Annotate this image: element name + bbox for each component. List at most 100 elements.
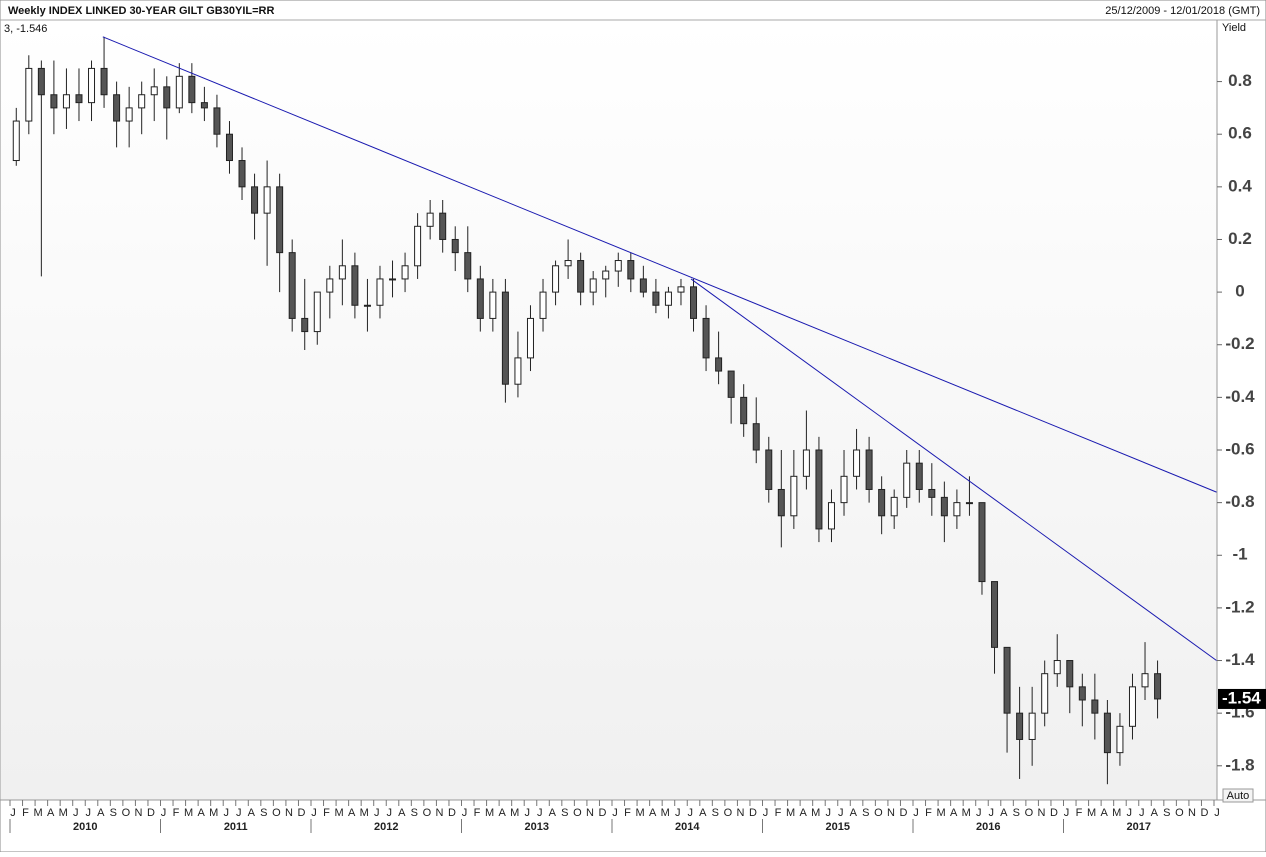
x-tick-label: M: [811, 807, 820, 819]
last-value-box: [1218, 688, 1266, 709]
candle-body: [451, 238, 459, 254]
candle-body: [853, 449, 861, 477]
x-tick-label: N: [134, 807, 142, 819]
candle-body: [389, 278, 397, 281]
y-tick-label: -1.4: [1225, 650, 1255, 669]
x-tick-label: F: [474, 807, 481, 819]
year-label: 2015: [826, 821, 850, 833]
x-tick-label: S: [862, 807, 869, 819]
candle-body: [37, 67, 45, 96]
candle-body: [815, 449, 823, 530]
candle-body: [991, 581, 999, 648]
x-tick-label: M: [786, 807, 795, 819]
candle-body: [928, 488, 936, 498]
candle-body: [1116, 725, 1124, 754]
auto-button-label[interactable]: Auto: [1227, 790, 1250, 802]
candle-body: [514, 357, 522, 385]
x-tick-label: A: [1151, 807, 1159, 819]
x-tick-label: O: [122, 807, 131, 819]
x-tick-label: A: [197, 807, 205, 819]
x-tick-label: F: [775, 807, 782, 819]
x-tick-label: J: [311, 807, 317, 819]
y-tick-label: -1: [1232, 545, 1247, 564]
candle-body: [125, 107, 133, 122]
x-tick-label: S: [110, 807, 117, 819]
x-tick-label: M: [485, 807, 494, 819]
candle-body: [777, 488, 785, 517]
auto-button[interactable]: [1222, 788, 1254, 803]
x-tick-label: N: [435, 807, 443, 819]
x-tick-label: M: [635, 807, 644, 819]
x-tick-label: D: [899, 807, 907, 819]
x-tick-label: A: [498, 807, 506, 819]
x-tick-label: J: [387, 807, 393, 819]
candle-body: [175, 75, 183, 109]
x-tick-label: F: [323, 807, 330, 819]
candle-body: [113, 94, 121, 122]
candle-body: [627, 260, 635, 280]
candle-body: [526, 317, 534, 359]
candle-body: [12, 120, 20, 162]
candle-body: [251, 186, 259, 214]
candle-body: [313, 291, 321, 333]
y-tick-label: -0.2: [1225, 334, 1254, 353]
candle-body: [25, 67, 33, 122]
x-tick-label: N: [285, 807, 293, 819]
y-tick-label: 0.6: [1228, 124, 1252, 143]
x-tick-label: A: [549, 807, 557, 819]
candle-body: [338, 265, 346, 280]
candle-body: [690, 286, 698, 319]
year-label: 2013: [525, 821, 549, 833]
candle-body: [740, 396, 748, 425]
x-tick-label: A: [1100, 807, 1108, 819]
x-tick-label: M: [962, 807, 971, 819]
x-tick-label: A: [950, 807, 958, 819]
candle-body: [489, 291, 497, 319]
candle-body: [840, 475, 848, 504]
candle-body: [238, 160, 246, 188]
x-tick-label: S: [411, 807, 418, 819]
candle-body: [827, 502, 835, 530]
y-tick-label: -0.4: [1225, 387, 1255, 406]
candle-body: [150, 86, 158, 96]
x-tick-label: O: [874, 807, 883, 819]
y-axis-label: Yield: [1222, 22, 1246, 34]
x-tick-label: M: [184, 807, 193, 819]
date-range: 25/12/2009 - 12/01/2018 (GMT): [1105, 5, 1260, 17]
candle-body: [652, 291, 660, 306]
x-tick-label: J: [86, 807, 92, 819]
x-tick-label: M: [334, 807, 343, 819]
x-tick-label: N: [736, 807, 744, 819]
candle-body: [100, 67, 108, 96]
x-tick-label: F: [173, 807, 180, 819]
candle-body: [363, 304, 371, 307]
y-tick-label: 0.2: [1228, 229, 1252, 248]
x-tick-label: J: [989, 807, 995, 819]
x-tick-label: O: [272, 807, 281, 819]
year-label: 2010: [73, 821, 97, 833]
x-tick-label: F: [925, 807, 932, 819]
candle-body: [589, 278, 597, 293]
x-tick-label: J: [688, 807, 694, 819]
x-tick-label: J: [838, 807, 844, 819]
candle-body: [802, 449, 810, 477]
candle-body: [614, 260, 622, 272]
y-tick-label: 0: [1235, 282, 1244, 301]
x-tick-label: M: [33, 807, 42, 819]
candle-body: [915, 462, 923, 490]
candle-body: [878, 488, 886, 517]
candle-body: [326, 278, 334, 293]
x-tick-label: J: [763, 807, 769, 819]
x-tick-label: M: [936, 807, 945, 819]
candle-body: [62, 94, 70, 109]
candle-body: [1066, 660, 1074, 688]
x-tick-label: J: [10, 807, 16, 819]
x-tick-label: A: [348, 807, 356, 819]
x-tick-label: D: [1050, 807, 1058, 819]
x-tick-label: F: [1076, 807, 1083, 819]
x-tick-label: A: [398, 807, 406, 819]
candle-body: [539, 291, 547, 319]
y-tick-label: -1.8: [1225, 755, 1254, 774]
candle-body: [865, 449, 873, 490]
x-tick-label: S: [561, 807, 568, 819]
